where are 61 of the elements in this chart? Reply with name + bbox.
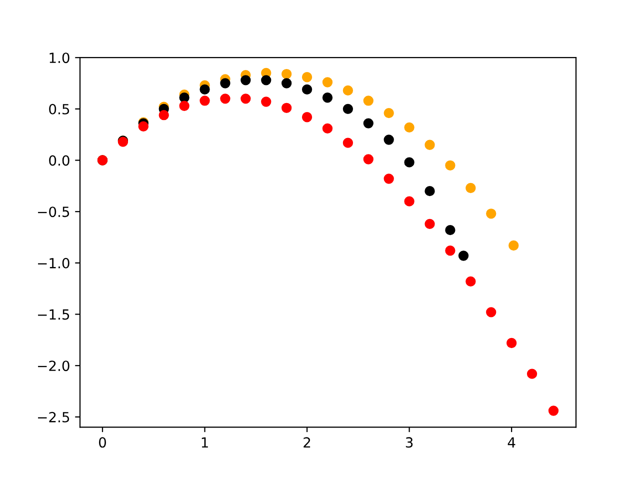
point [424,218,435,230]
point [384,108,394,118]
point [508,240,519,251]
point [302,72,312,82]
point [404,196,414,206]
point [342,138,354,148]
x-tick-label: 1 [202,437,208,448]
point [240,75,251,86]
point [138,121,148,132]
point [342,104,354,114]
point [281,102,292,113]
y-tick-label: −2.0 [38,360,70,372]
point [363,118,374,128]
point [179,100,190,111]
point [404,157,414,168]
point [200,96,210,106]
point [404,122,414,132]
y-tick-label: 0.5 [49,104,70,114]
x-tick-label: 2 [304,437,310,448]
point [261,75,272,86]
point [466,182,476,194]
point [240,94,251,104]
point [261,96,272,107]
point [281,78,292,88]
point [200,84,210,95]
x-tick-label: 0 [98,437,106,448]
point [424,186,435,196]
point [458,250,469,261]
point [342,85,354,96]
point [466,276,476,286]
point [486,307,496,318]
point [302,84,312,95]
point [281,68,292,80]
point [363,96,374,106]
y-tick-label: 0.0 [49,155,70,166]
point [322,77,333,88]
x-tick-label: 4 [508,437,516,448]
y-tick-label: −2.5 [38,412,70,422]
point [445,246,456,256]
y-tick-label: −0.5 [38,206,70,218]
point [445,160,456,170]
point [220,78,230,88]
y-tick-label: −1.0 [38,258,70,268]
point [384,174,394,184]
point [220,94,230,104]
point [506,338,517,348]
point [322,123,333,134]
point [322,92,333,103]
point [363,154,374,164]
point [486,208,496,219]
point [445,224,456,236]
point [384,134,394,145]
point [179,92,190,103]
y-tick-label: −1.5 [38,309,70,320]
point [548,406,559,416]
point [158,110,169,120]
point [424,140,435,150]
point [526,368,538,379]
y-tick-label: 1.0 [50,52,70,64]
x-tick-label: 3 [406,437,413,448]
point [302,112,312,122]
